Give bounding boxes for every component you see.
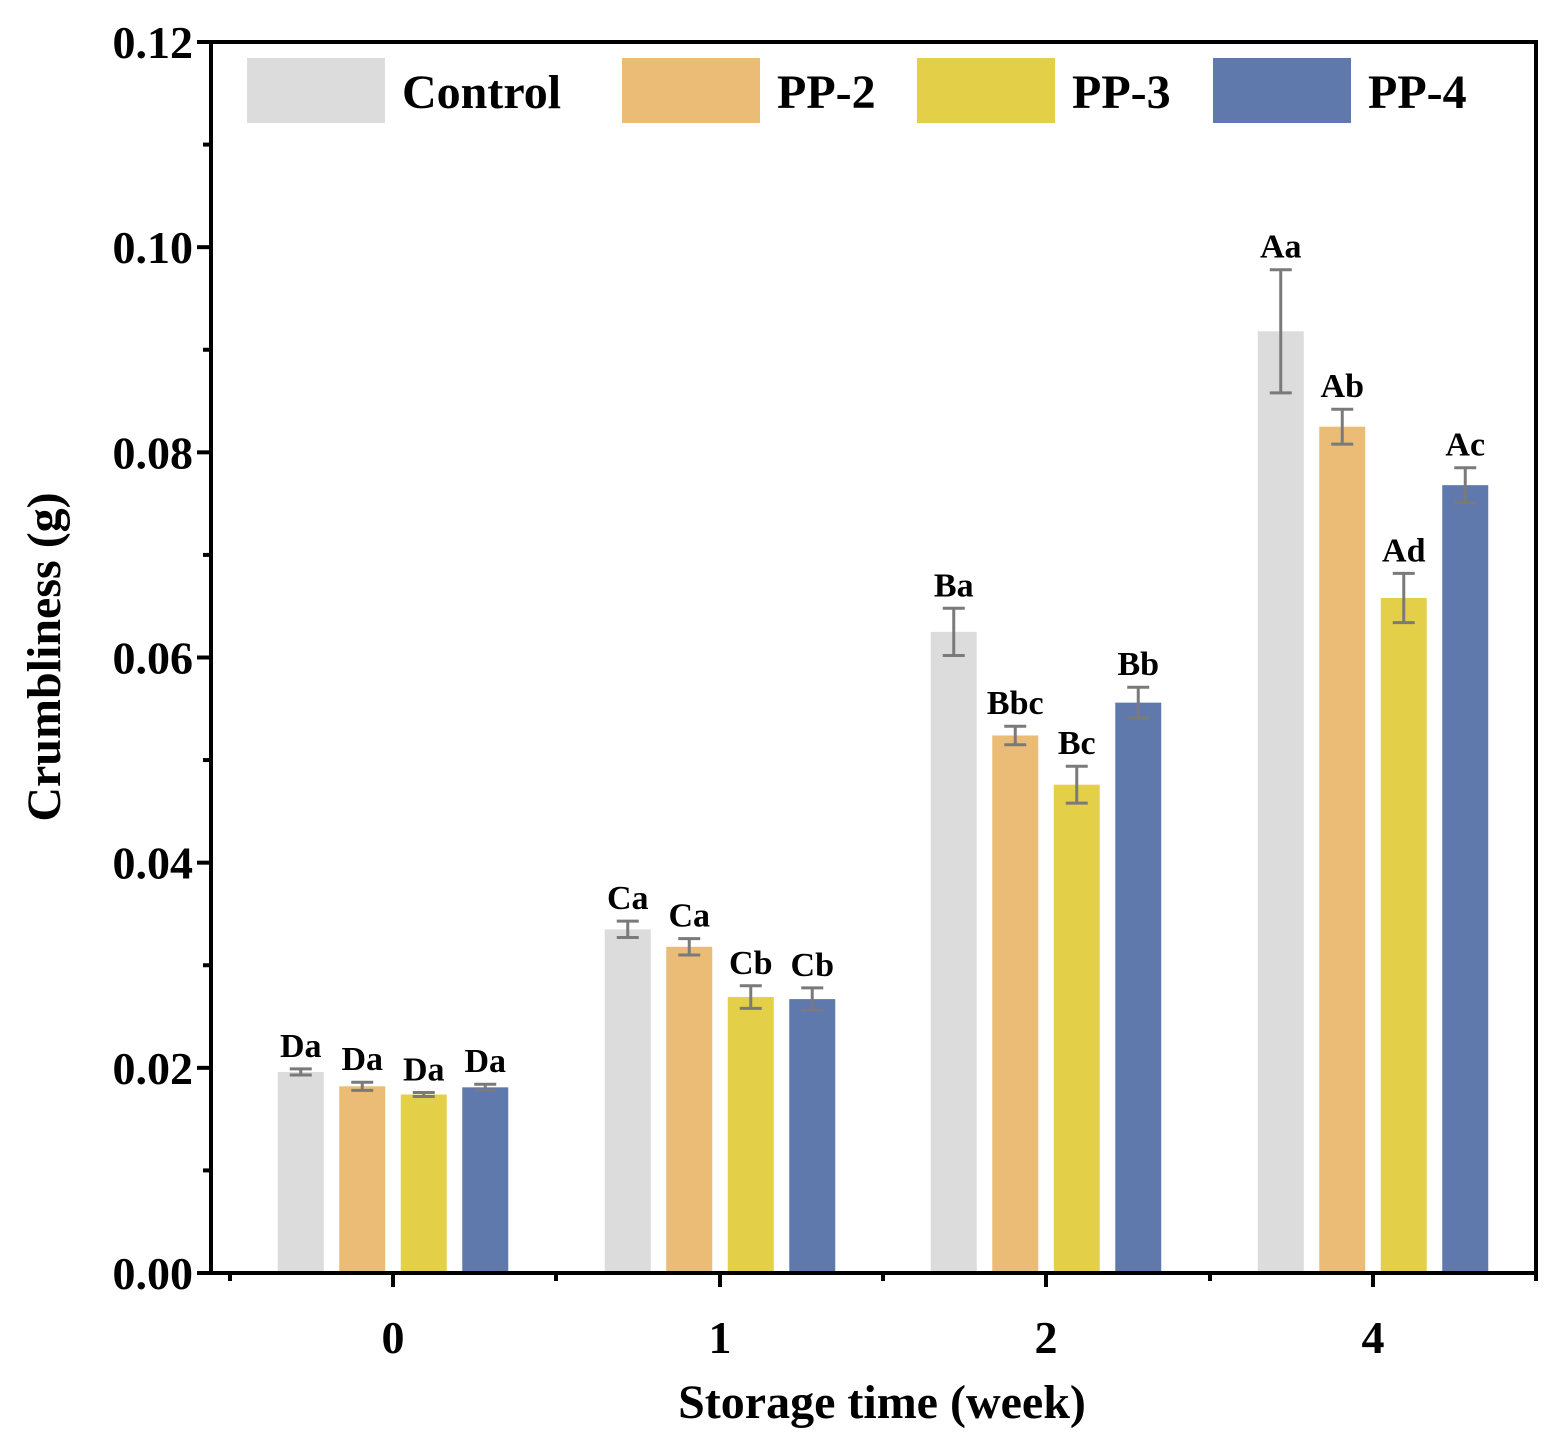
legend-label-pp-2: PP-2	[777, 66, 876, 119]
significance-label: Ba	[934, 567, 974, 604]
x-tick-label: 1	[709, 1312, 732, 1363]
bar-control-week-0	[277, 1071, 324, 1273]
axes-layer: 0.00 0.02 0.04 0.06 0.08 0.10 0.12 0 1 2 4	[113, 17, 1538, 1363]
legend-label-pp-4: PP-4	[1368, 66, 1467, 119]
x-tick-label: 4	[1362, 1312, 1385, 1363]
significance-label: Da	[403, 1051, 445, 1088]
significance-label: Bbc	[987, 685, 1044, 722]
error-bars-layer	[289, 268, 1477, 1099]
significance-label: Bc	[1058, 725, 1096, 762]
bars-layer	[277, 331, 1489, 1273]
bar-pp-2-week-2	[992, 735, 1039, 1273]
y-tick-label: 0.06	[113, 633, 194, 684]
bar-pp-3-week-0	[400, 1094, 447, 1273]
y-axis-title: Crumbliness (g)	[18, 492, 71, 821]
bar-control-week-4	[1257, 331, 1304, 1273]
significance-label: Ab	[1321, 368, 1364, 405]
significance-label: Ca	[668, 898, 710, 935]
bar-pp-2-week-0	[339, 1086, 386, 1273]
bar-control-week-2	[930, 631, 977, 1273]
bar-pp-3-week-1	[727, 997, 774, 1273]
bar-control-week-1	[604, 929, 651, 1273]
legend-label-pp-3: PP-3	[1072, 66, 1171, 119]
bar-pp-4-week-4	[1442, 485, 1489, 1273]
y-tick-label: 0.12	[113, 17, 194, 68]
significance-labels-layer: Da Ca Ba Aa Da Ca Bbc Ab Da Cb Bc Ad Da Cb Bb Ac	[280, 229, 1485, 1089]
bar-pp-2-week-4	[1319, 426, 1366, 1273]
significance-label: Ad	[1382, 532, 1426, 569]
legend-swatch-pp-3	[917, 58, 1055, 123]
bar-pp-2-week-1	[666, 946, 713, 1273]
y-tick-label: 0.04	[113, 838, 194, 889]
legend-swatch-pp-2	[622, 58, 760, 123]
significance-label: Da	[341, 1041, 383, 1078]
bar-pp-3-week-2	[1053, 784, 1100, 1273]
x-tick-label: 2	[1035, 1312, 1058, 1363]
significance-label: Aa	[1260, 229, 1302, 266]
significance-label: Bb	[1117, 646, 1159, 683]
x-axis-title: Storage time (week)	[678, 1376, 1086, 1429]
legend-label-control: Control	[402, 66, 561, 119]
significance-label: Cb	[729, 945, 772, 982]
bar-pp-3-week-4	[1380, 598, 1427, 1273]
x-tick-label: 0	[382, 1312, 405, 1363]
y-tick-label: 0.02	[113, 1043, 194, 1094]
bar-pp-4-week-0	[462, 1087, 509, 1273]
y-tick-label: 0.08	[113, 427, 194, 478]
significance-label: Da	[280, 1028, 322, 1065]
significance-label: Da	[464, 1043, 506, 1080]
legend: Control PP-2 PP-3 PP-4	[247, 58, 1467, 123]
bar-pp-4-week-2	[1115, 702, 1162, 1273]
bar-pp-4-week-1	[789, 999, 836, 1273]
significance-label: Ac	[1445, 427, 1485, 464]
y-tick-label: 0.10	[113, 222, 194, 273]
significance-label: Ca	[607, 880, 649, 917]
legend-swatch-pp-4	[1213, 58, 1351, 123]
significance-label: Cb	[791, 947, 834, 984]
y-tick-label: 0.00	[113, 1248, 194, 1299]
legend-swatch-control	[247, 58, 385, 123]
